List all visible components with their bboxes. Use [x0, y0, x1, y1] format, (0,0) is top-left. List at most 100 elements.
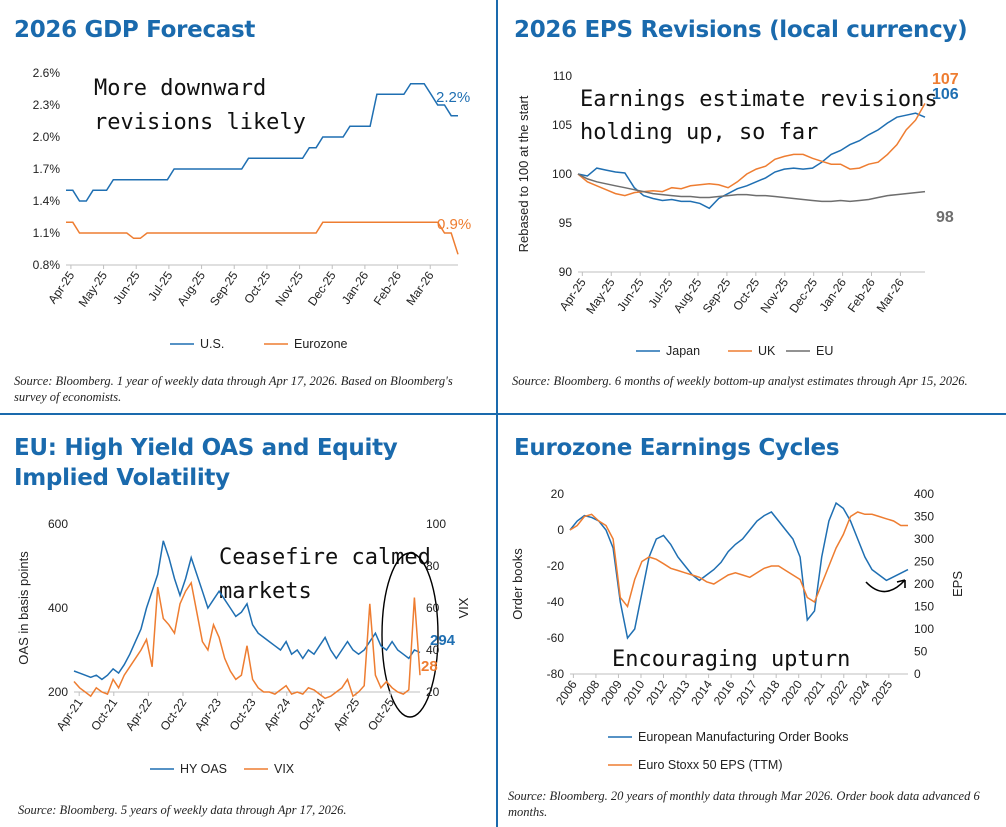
eps-xtick-label: Jun-25 [614, 275, 647, 313]
eurozone-earnings-cycles-chart: Encouraging upturn -80-60-40-20020050100… [510, 487, 965, 772]
cycles-legend-label-0: European Manufacturing Order Books [638, 730, 849, 744]
cycles-xtick-label: 2024 [846, 677, 873, 707]
gdp-xtick-label: Dec-25 [305, 268, 339, 308]
cycles-xtick-label: 2021 [801, 677, 828, 707]
gdp-ytick-label: 1.7% [33, 162, 61, 176]
gdp-xtick-label: Feb-26 [371, 268, 404, 307]
eps-series-line-0 [577, 112, 926, 210]
eps-ytick-label: 105 [552, 118, 572, 132]
cycles-ytick-label: -40 [547, 595, 565, 609]
cycles-source-note: Source: Bloomberg. 20 years of monthly d… [508, 789, 980, 819]
hy-xtick-label: Oct-25 [365, 695, 397, 733]
cycles-y-axis-title: Order books [510, 548, 525, 620]
cycles-ytick-label: -60 [547, 631, 565, 645]
hy-oas-end-label: 294 [430, 632, 456, 649]
cycles-series-line-1 [569, 511, 908, 609]
gdp-legend-label-1: Eurozone [294, 337, 348, 351]
cycles-xtick-label: 2025 [869, 677, 896, 707]
eps-xtick-label: Mar-26 [874, 275, 907, 314]
cycles-ytick-label: 0 [557, 523, 564, 537]
hy-annotation-line2: markets [219, 579, 312, 604]
hy-panel-title: EU: High Yield OAS and Equity Implied Vo… [14, 435, 398, 491]
cycles-y2tick-label: 400 [914, 487, 934, 501]
cycles-xtick-label: 2016 [711, 677, 738, 707]
hy-ytick-label: 200 [48, 685, 68, 699]
cycles-y2tick-label: 350 [914, 510, 934, 524]
cycles-series-line-0 [569, 501, 909, 640]
hy-y2-axis-title: VIX [456, 597, 471, 618]
eps-ytick-label: 100 [552, 167, 572, 181]
cycles-xtick-label: 2008 [576, 677, 603, 707]
hy-xtick-label: Oct-22 [157, 695, 189, 733]
hy-xtick-label: Oct-23 [227, 695, 259, 733]
cycles-ytick-label: 20 [551, 487, 565, 501]
gdp-xtick-label: Mar-26 [403, 268, 436, 307]
gdp-xtick-label: May-25 [76, 268, 111, 309]
cycles-xtick-label: 2006 [553, 677, 580, 707]
hy-y2tick-label: 60 [426, 601, 440, 615]
gdp-xtick-label: Jan-26 [339, 268, 372, 306]
eps-xtick-label: Dec-25 [786, 275, 820, 315]
eps-eu-end-label: 98 [936, 209, 954, 226]
hy-series-line-1 [73, 580, 421, 700]
gdp-xtick-label: Jul-25 [145, 268, 175, 303]
gdp-xtick-label: Aug-25 [174, 268, 208, 308]
gdp-annotation-line2: revisions likely [94, 110, 306, 135]
eps-ytick-label: 95 [559, 216, 573, 230]
cycles-arrow-head [896, 579, 906, 588]
cycles-xtick-label: 2012 [643, 677, 670, 707]
gdp-panel-title: 2026 GDP Forecast [14, 17, 256, 43]
hy-ytick-label: 600 [48, 517, 68, 531]
eps-xtick-label: Nov-25 [758, 275, 792, 315]
hy-y2tick-label: 80 [426, 559, 440, 573]
gdp-ytick-label: 1.4% [33, 194, 61, 208]
hy-series-line-0 [73, 540, 421, 681]
eps-xtick-label: Sep-25 [700, 275, 734, 315]
hy-xtick-label: Apr-22 [123, 695, 155, 733]
eps-y-axis-title: Rebased to 100 at the start [516, 95, 531, 252]
gdp-series-line-1 [66, 221, 459, 255]
gdp-forecast-chart: More downward revisions likely 2.2% 0.9%… [33, 66, 472, 351]
cycles-xtick-label: 2013 [666, 677, 693, 707]
eps-ytick-label: 90 [559, 265, 573, 279]
hy-ytick-label: 400 [48, 601, 68, 615]
cycles-y2tick-label: 300 [914, 532, 934, 546]
eps-xtick-label: Jan-26 [817, 275, 850, 313]
gdp-ytick-label: 1.1% [33, 226, 61, 240]
gdp-xtick-label: Oct-25 [241, 268, 273, 306]
gdp-source-note: Source: Bloomberg. 1 year of weekly data… [14, 374, 453, 404]
hy-xtick-label: Oct-24 [296, 695, 328, 733]
gdp-us-end-label: 2.2% [436, 89, 470, 106]
cycles-ytick-label: -80 [547, 667, 565, 681]
gdp-xtick-label: Sep-25 [207, 268, 241, 308]
cycles-xtick-label: 2014 [688, 677, 715, 707]
hy-legend-label-0: HY OAS [180, 762, 227, 776]
eps-series-line-2 [577, 173, 926, 203]
cycles-xtick-label: 2022 [823, 677, 850, 707]
hy-oas-vix-chart: Ceasefire calmed markets 294 28 200 400 60… [16, 517, 471, 776]
hy-y2tick-label: 20 [426, 685, 440, 699]
eps-annotation-line2: holding up, so far [580, 120, 818, 145]
horizontal-divider [0, 413, 1006, 415]
eps-series-line-1 [577, 103, 926, 197]
hy-legend-label-1: VIX [274, 762, 295, 776]
hy-xtick-label: Apr-25 [330, 695, 362, 733]
eps-annotation-line1: Earnings estimate revisions [580, 87, 938, 112]
eps-xtick-label: Feb-26 [845, 275, 878, 314]
cycles-annotation: Encouraging upturn [612, 647, 850, 672]
hy-xtick-label: Apr-21 [54, 695, 86, 733]
gdp-xtick-label: Apr-25 [45, 268, 77, 306]
cycles-upturn-arrow [865, 579, 906, 593]
hy-highlight-ellipse [381, 552, 439, 718]
cycles-y2-axis-title: EPS [950, 571, 965, 597]
hy-y2tick-label: 100 [426, 517, 446, 531]
cycles-y2tick-label: 50 [914, 645, 928, 659]
eps-legend-label-2: EU [816, 344, 833, 358]
eps-legend-label-1: UK [758, 344, 776, 358]
hy-annotation-line1: Ceasefire calmed [219, 545, 431, 570]
cycles-y2tick-label: 100 [914, 622, 934, 636]
gdp-ez-end-label: 0.9% [437, 216, 471, 233]
hy-y-axis-title: OAS in basis points [16, 551, 31, 665]
cycles-y2tick-label: 150 [914, 600, 934, 614]
hy-xtick-label: Apr-24 [261, 695, 293, 733]
